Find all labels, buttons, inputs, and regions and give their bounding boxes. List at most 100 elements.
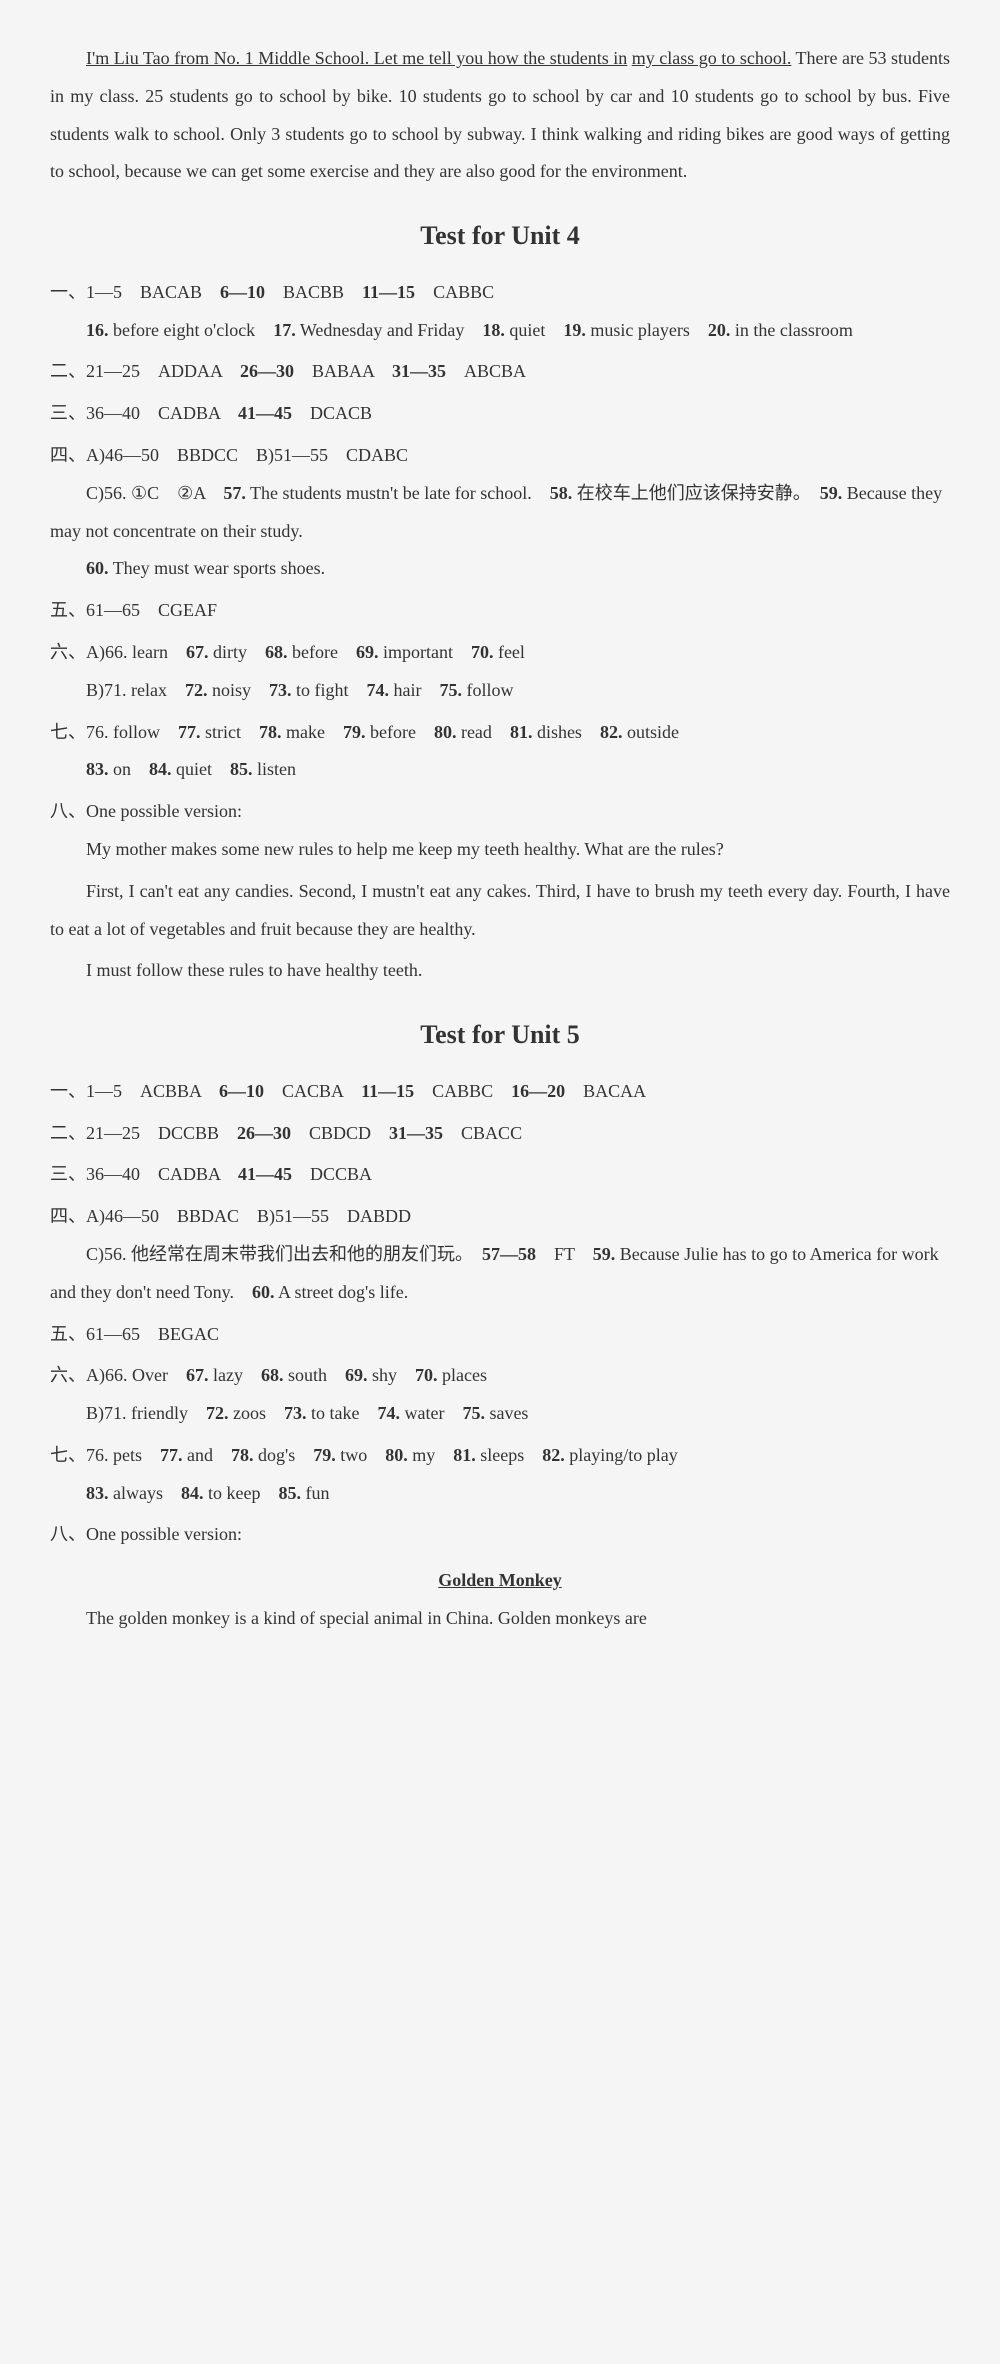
u5-s2-l: 二、21—25 bbox=[50, 1123, 140, 1143]
intro-underlined-2: my class go to school. bbox=[632, 48, 792, 68]
u5-s7-line1: 七、76. pets 77. and 78. dog's 79. two 80.… bbox=[50, 1437, 950, 1475]
u5-essay-p1: The golden monkey is a kind of special a… bbox=[50, 1600, 950, 1638]
n67: 67. bbox=[186, 642, 209, 662]
u5n75: 75. bbox=[462, 1403, 485, 1423]
u4-s3-l: 三、36—40 bbox=[50, 403, 140, 423]
u5v70: places bbox=[442, 1365, 487, 1385]
u5-s7-l: 七、76. bbox=[50, 1445, 109, 1465]
u5-s4-lb: B)51—55 bbox=[257, 1206, 329, 1226]
u4-s4-ab: CDABC bbox=[346, 445, 408, 465]
u5-s4-cl: C)56. bbox=[86, 1244, 127, 1264]
u4-s1-line2: 16. before eight o'clock 17. Wednesday a… bbox=[50, 312, 950, 350]
n79: 79. bbox=[343, 722, 366, 742]
v19: music players bbox=[590, 320, 689, 340]
u5n68: 68. bbox=[261, 1365, 284, 1385]
u4-s4-aa: BBDCC bbox=[177, 445, 238, 465]
u5-s6-b: B)71. friendly 72. zoos 73. to take 74. … bbox=[50, 1395, 950, 1433]
u5v76: pets bbox=[113, 1445, 142, 1465]
u4-s4-line2: C)56. ①C ②A 57. The students mustn't be … bbox=[50, 475, 950, 551]
n18: 18. bbox=[482, 320, 505, 340]
u5v73: to take bbox=[311, 1403, 359, 1423]
u5n69: 69. bbox=[345, 1365, 368, 1385]
v70: feel bbox=[498, 642, 525, 662]
u5v56: 他经常在周末带我们出去和他的朋友们玩。 bbox=[131, 1244, 464, 1264]
u4-s6-la: 六、A)66. bbox=[50, 642, 128, 662]
u4-s5: 五、61—65 CGEAF bbox=[50, 592, 950, 630]
n75: 75. bbox=[439, 680, 462, 700]
v57: The students mustn't be late for school. bbox=[250, 483, 532, 503]
u4-s1-a3: CABBC bbox=[433, 282, 494, 302]
v76: follow bbox=[113, 722, 160, 742]
u5v77: and bbox=[187, 1445, 213, 1465]
v60: They must wear sports shoes. bbox=[113, 558, 325, 578]
u4-s1-line1: 一、1—5 BACAB 6—10 BACBB 11—15 CABBC bbox=[50, 274, 950, 312]
n72: 72. bbox=[185, 680, 208, 700]
u4-s4-lb: B)51—55 bbox=[256, 445, 328, 465]
u5n72: 72. bbox=[206, 1403, 229, 1423]
v17: Wednesday and Friday bbox=[300, 320, 465, 340]
v20: in the classroom bbox=[735, 320, 853, 340]
u5n77: 77. bbox=[160, 1445, 183, 1465]
u5v82: playing/to play bbox=[569, 1445, 677, 1465]
u5v60: A street dog's life. bbox=[278, 1282, 408, 1302]
u5-s7-line2: 83. always 84. to keep 85. fun bbox=[50, 1475, 950, 1513]
n85: 85. bbox=[230, 759, 253, 779]
u4-s1-r2: 6—10 bbox=[220, 282, 265, 302]
u5n79: 79. bbox=[313, 1445, 336, 1465]
u5n59: 59. bbox=[593, 1244, 616, 1264]
u5v66: Over bbox=[132, 1365, 168, 1385]
v58: 在校车上他们应该保持安静。 bbox=[577, 483, 802, 503]
u4-s3: 三、36—40 CADBA 41—45 DCACB bbox=[50, 395, 950, 433]
u4-s7-l: 七、76. bbox=[50, 722, 109, 742]
u5-s1: 一、1—5 ACBBA 6—10 CACBA 11—15 CABBC 16—20… bbox=[50, 1073, 950, 1111]
v85: listen bbox=[257, 759, 296, 779]
v69: important bbox=[383, 642, 453, 662]
u5n85: 85. bbox=[278, 1483, 301, 1503]
u4-s2-a3: ABCBA bbox=[464, 361, 526, 381]
v74: hair bbox=[394, 680, 422, 700]
u4-s6-b: B)71. relax 72. noisy 73. to fight 74. h… bbox=[50, 672, 950, 710]
u4-s3-a1: CADBA bbox=[158, 403, 220, 423]
u5-s2-a2: CBDCD bbox=[309, 1123, 371, 1143]
n16: 16. bbox=[86, 320, 109, 340]
u5v74: water bbox=[404, 1403, 444, 1423]
u4-s2-a1: ADDAA bbox=[158, 361, 222, 381]
u5v84: to keep bbox=[208, 1483, 260, 1503]
v71: relax bbox=[131, 680, 167, 700]
u5n82: 82. bbox=[542, 1445, 565, 1465]
unit4-title: Test for Unit 4 bbox=[50, 209, 950, 264]
u5-s1-a2: CACBA bbox=[282, 1081, 343, 1101]
u4-s4-line3: 60. They must wear sports shoes. bbox=[50, 550, 950, 588]
u5-s8-label: 八、One possible version: bbox=[50, 1516, 950, 1554]
c56b: ②A bbox=[177, 483, 205, 503]
n70: 70. bbox=[471, 642, 494, 662]
u5v85: fun bbox=[305, 1483, 329, 1503]
n68: 68. bbox=[265, 642, 288, 662]
v68: before bbox=[292, 642, 338, 662]
u4-s8-label: 八、One possible version: bbox=[50, 793, 950, 831]
u5n84: 84. bbox=[181, 1483, 204, 1503]
u4-s6-lb: B)71. bbox=[86, 680, 127, 700]
u5v81: sleeps bbox=[480, 1445, 524, 1465]
u5v71: friendly bbox=[131, 1403, 188, 1423]
v18: quiet bbox=[509, 320, 545, 340]
v79: before bbox=[370, 722, 416, 742]
v5758: FT bbox=[554, 1244, 575, 1264]
u5v80: my bbox=[412, 1445, 435, 1465]
u5-s4-aa: BBDAC bbox=[177, 1206, 239, 1226]
u5-s4-line1: 四、A)46—50 BBDAC B)51—55 DABDD bbox=[50, 1198, 950, 1236]
u5-s1-r3: 11—15 bbox=[361, 1081, 414, 1101]
u5-s2-r2: 26—30 bbox=[237, 1123, 291, 1143]
u5v72: zoos bbox=[233, 1403, 266, 1423]
v83: on bbox=[113, 759, 131, 779]
u5-s2-a3: CBACC bbox=[461, 1123, 522, 1143]
u4-s7-line2: 83. on 84. quiet 85. listen bbox=[50, 751, 950, 789]
u4-s3-a2: DCACB bbox=[310, 403, 372, 423]
u5n67: 67. bbox=[186, 1365, 209, 1385]
u5-s1-a4: BACAA bbox=[583, 1081, 646, 1101]
u5-s3: 三、36—40 CADBA 41—45 DCCBA bbox=[50, 1156, 950, 1194]
u5-s6-la: 六、A)66. bbox=[50, 1365, 128, 1385]
intro-underlined-1: I'm Liu Tao from No. 1 Middle School. Le… bbox=[86, 48, 627, 68]
v81: dishes bbox=[537, 722, 582, 742]
u5v69: shy bbox=[372, 1365, 397, 1385]
